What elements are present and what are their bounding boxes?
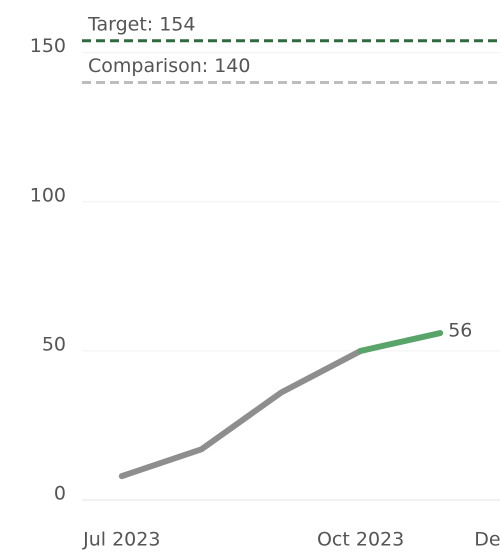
reference-label: Comparison: 140 [88, 55, 250, 77]
y-tick-label: 0 [54, 483, 66, 505]
y-tick-label: 150 [30, 35, 66, 57]
y-tick-label: 100 [30, 184, 66, 206]
line [118, 347, 364, 480]
x-tick-label: Dec 2023 [474, 529, 500, 551]
x-tick-label: Oct 2023 [317, 529, 404, 551]
y-tick-label: 50 [42, 333, 66, 355]
reference-label: Target: 154 [87, 13, 196, 35]
data-label: 56 [448, 320, 472, 342]
line-highlight [357, 330, 444, 354]
x-tick-label: Jul 2023 [82, 529, 160, 551]
